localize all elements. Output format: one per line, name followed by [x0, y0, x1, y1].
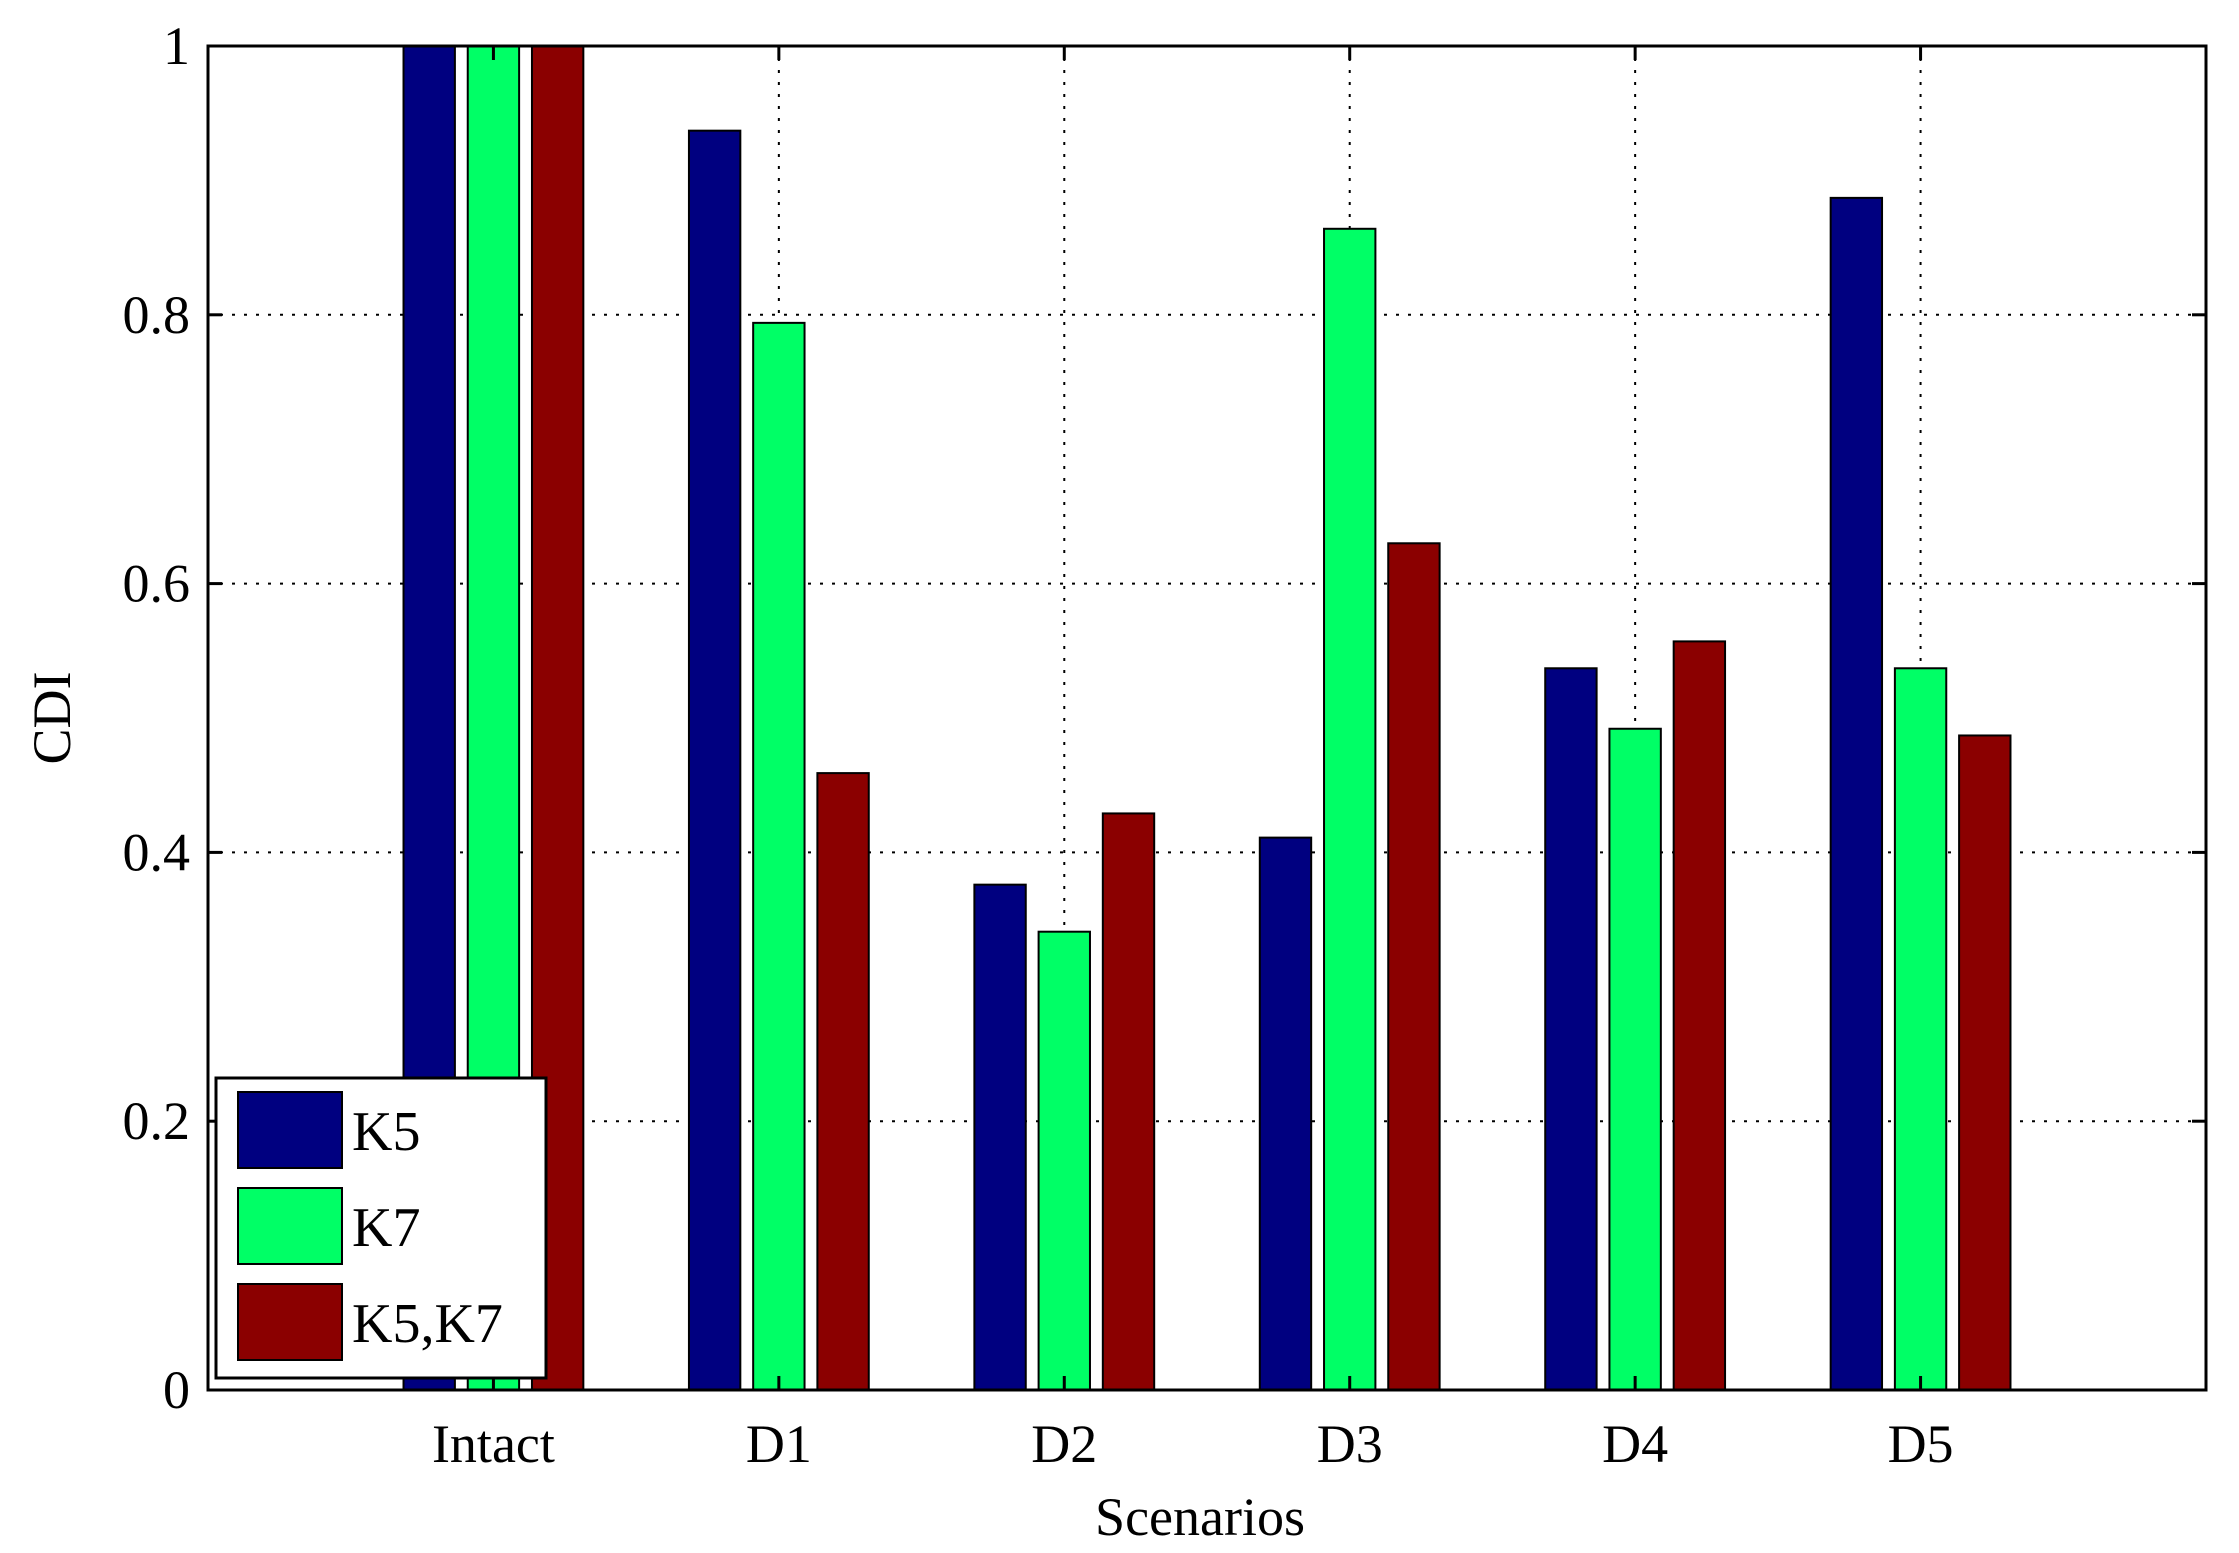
y-axis-label: CDI: [22, 672, 82, 765]
legend-swatch: [237, 1283, 343, 1361]
x-tick-label: D3: [1317, 1414, 1383, 1474]
bar-k7-d4: [1608, 727, 1662, 1391]
bar-k5-d4: [1544, 667, 1598, 1391]
bar-k5-d3: [1258, 836, 1313, 1391]
bar-k5-d5: [1829, 196, 1884, 1392]
legend-label: K5: [352, 1101, 420, 1163]
bar-k5-k7-d5: [1958, 734, 2012, 1391]
legend-swatch: [237, 1091, 343, 1169]
x-tick-label: D1: [746, 1414, 812, 1474]
y-tick-label: 0.2: [123, 1091, 191, 1151]
y-tick-label: 0.6: [123, 554, 191, 614]
y-tick-label: 0.4: [123, 822, 191, 882]
plot-frame: [206, 44, 2208, 1392]
bar-k5-d1: [687, 129, 742, 1391]
axis-ticks: 0 0.2 0.4 0.6 0.8 1 Intact D1 D2 D3 D4 D5: [123, 16, 2206, 1474]
bars: [402, 45, 2012, 1392]
bar-k5-k7-d3: [1387, 542, 1441, 1391]
x-tick-label: D2: [1031, 1414, 1097, 1474]
x-tick-label: Intact: [432, 1414, 555, 1474]
legend: K5 K7 K5,K7: [214, 1076, 548, 1380]
bar-k5-k7-d1: [816, 772, 870, 1391]
y-tick-label: 1: [163, 16, 190, 76]
y-tick-label: 0: [163, 1360, 190, 1420]
bar-k7-d3: [1323, 227, 1377, 1391]
legend-label: K5,K7: [352, 1293, 503, 1355]
x-axis-label: Scenarios: [1095, 1487, 1305, 1547]
x-tick-label: D5: [1888, 1414, 1954, 1474]
bar-k7-d2: [1037, 930, 1091, 1391]
bar-k5-d2: [973, 883, 1027, 1391]
bar-k7-d1: [752, 321, 806, 1391]
bar-k5-k7-d2: [1101, 812, 1156, 1391]
legend-swatch: [237, 1187, 343, 1265]
bar-k5-k7-d4: [1672, 640, 1727, 1391]
legend-label: K7: [352, 1197, 420, 1259]
bar-k7-d5: [1893, 667, 1948, 1391]
x-tick-label: D4: [1602, 1414, 1668, 1474]
y-tick-label: 0.8: [123, 285, 191, 345]
